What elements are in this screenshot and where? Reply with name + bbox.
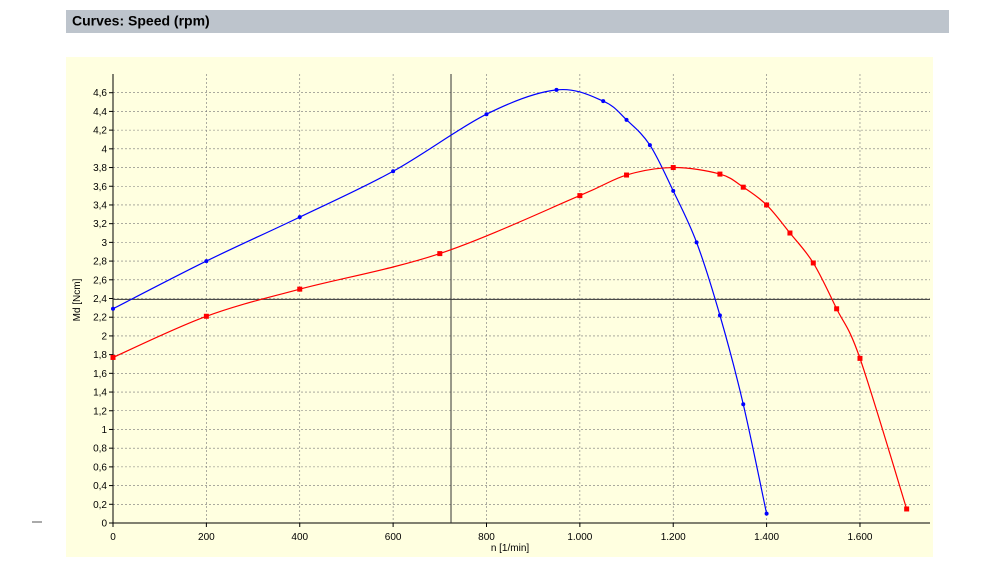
- marker: [741, 402, 746, 407]
- marker: [671, 188, 676, 193]
- y-tick-label: 3,4: [93, 200, 107, 211]
- x-tick-label: 1.400: [754, 532, 779, 543]
- y-tick-label: 4,2: [93, 126, 107, 137]
- y-tick-label: 1,2: [93, 406, 107, 417]
- series-line: [112, 166, 908, 510]
- marker: [787, 230, 793, 236]
- marker: [834, 306, 840, 312]
- marker: [764, 511, 769, 516]
- y-tick-label: 3,8: [93, 163, 107, 174]
- marker: [857, 355, 863, 361]
- marker: [647, 143, 652, 148]
- x-tick-label: 400: [291, 532, 308, 543]
- marker: [111, 306, 115, 311]
- y-tick-label: 0: [101, 519, 107, 530]
- marker: [670, 165, 676, 171]
- y-tick-label: 3,2: [93, 219, 107, 230]
- marker: [717, 171, 723, 177]
- x-tick-label: 200: [198, 532, 215, 543]
- x-tick-label: 1.600: [847, 532, 872, 543]
- marker: [624, 117, 629, 122]
- y-tick-label: 0,2: [93, 500, 107, 511]
- y-tick-label: 3: [101, 238, 107, 249]
- marker: [624, 172, 630, 178]
- x-tick-label: 600: [385, 532, 402, 543]
- y-tick-label: 2,8: [93, 257, 107, 268]
- y-tick-label: 2,2: [93, 313, 107, 324]
- y-tick-label: 2,4: [93, 294, 107, 305]
- y-tick-label: 1,4: [93, 388, 107, 399]
- marker: [601, 99, 606, 104]
- y-tick-label: 2: [101, 331, 107, 342]
- y-tick-label: 0,4: [93, 481, 107, 492]
- x-tick-label: 1.200: [661, 532, 686, 543]
- marker: [204, 259, 209, 264]
- header-bar: [66, 10, 949, 33]
- y-tick-label: 0,8: [93, 444, 107, 455]
- header-title: Curves: Speed (rpm): [72, 13, 210, 29]
- chart-panel: [66, 57, 933, 557]
- marker: [810, 260, 816, 266]
- marker: [740, 184, 746, 190]
- y-tick-label: 4,4: [93, 107, 107, 118]
- x-tick-label: 800: [478, 532, 495, 543]
- marker: [904, 506, 910, 512]
- y-tick-label: 2,6: [93, 275, 107, 286]
- y-tick-label: 1,6: [93, 369, 107, 380]
- y-axis-label: Md [Ncm]: [72, 278, 83, 321]
- plot: 0 0,2 0,4 0,6 0,8 1 1,2 1,4 1,6 1,8 2 2,2 2,4 2,6 2,8 3…: [93, 74, 930, 543]
- marker: [484, 112, 489, 117]
- x-tick-label: 0: [110, 532, 116, 543]
- marker: [717, 313, 722, 318]
- y-tick-label: 0,6: [93, 462, 107, 473]
- y-tick-label: 4: [101, 144, 107, 155]
- marker: [764, 202, 770, 208]
- marker: [554, 87, 559, 92]
- marker: [297, 215, 302, 220]
- marker: [297, 286, 303, 292]
- marker: [577, 193, 583, 199]
- x-tick-label: 1.000: [567, 532, 592, 543]
- marker: [391, 169, 396, 174]
- marker: [694, 240, 699, 245]
- x-axis-label: n [1/min]: [491, 543, 530, 554]
- marker: [110, 354, 116, 360]
- marker: [437, 251, 443, 257]
- y-tick-label: 1,8: [93, 350, 107, 361]
- marker: [203, 313, 209, 319]
- y-tick-label: 3,6: [93, 182, 107, 193]
- y-tick-label: 4,6: [93, 88, 107, 99]
- y-tick-label: 1: [101, 425, 107, 436]
